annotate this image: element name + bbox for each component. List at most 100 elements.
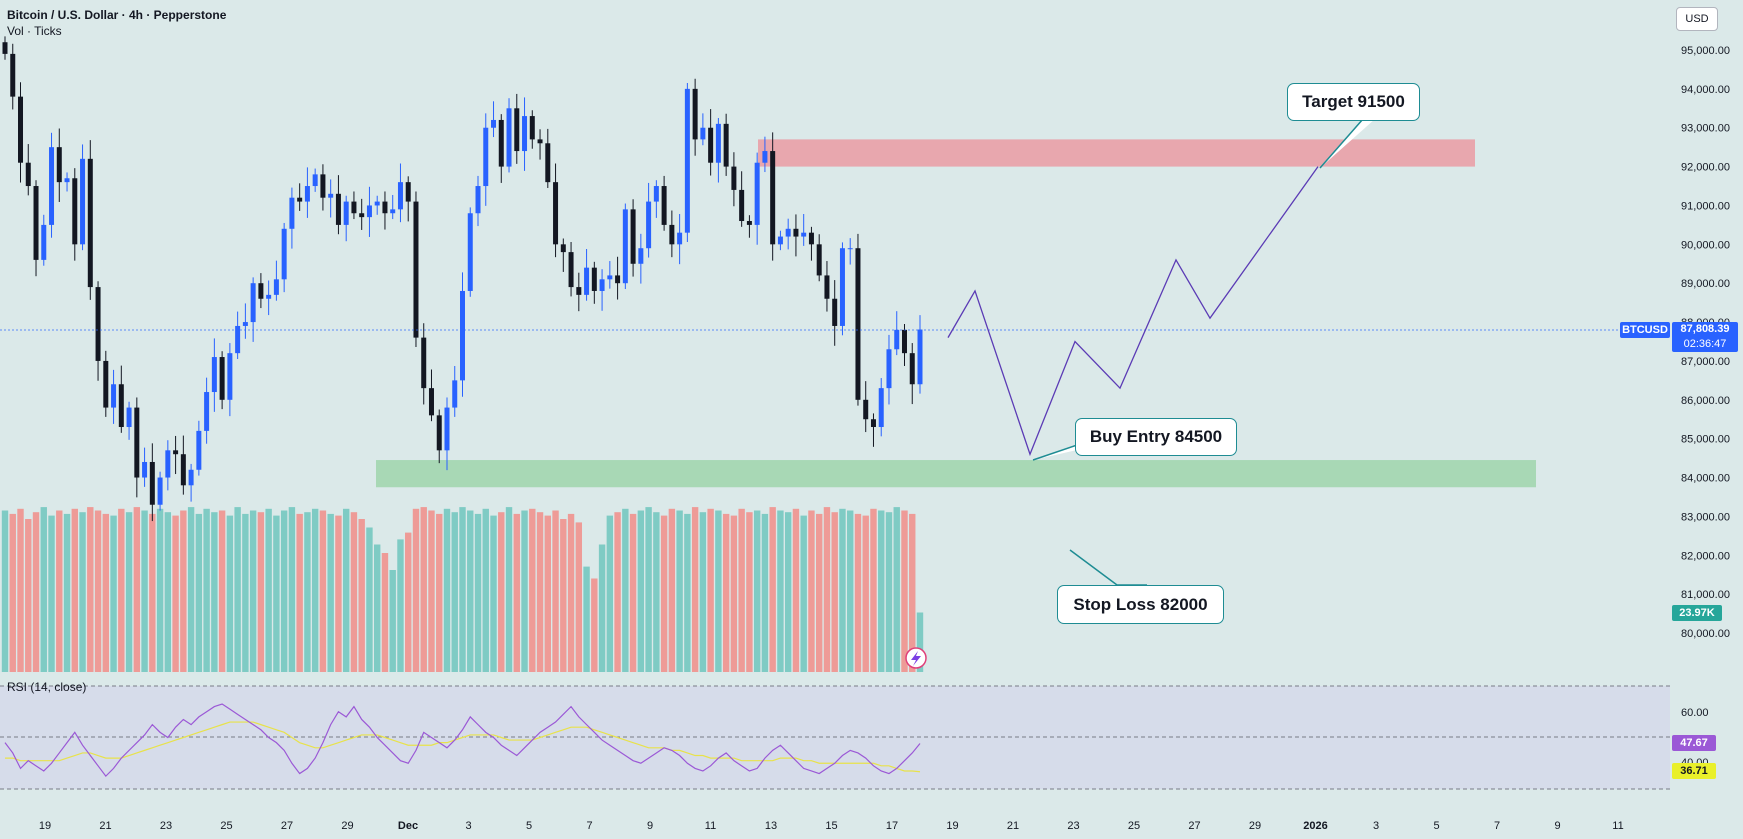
candle-body <box>157 477 163 505</box>
candle-body <box>204 392 210 431</box>
entry-pointer <box>1032 443 1078 461</box>
volume-bar <box>847 510 854 672</box>
time-tick-label: 25 <box>220 820 232 832</box>
candle-body <box>855 248 861 400</box>
volume-bar <box>87 507 94 672</box>
time-tick-label: 23 <box>160 820 172 832</box>
candle-body <box>545 143 551 183</box>
volume-bar <box>691 507 699 672</box>
time-tick-label: 5 <box>1433 820 1439 832</box>
candle-body <box>343 201 349 225</box>
candle-body <box>522 116 528 152</box>
volume-bar <box>544 515 551 672</box>
candle-body <box>328 193 334 198</box>
volume-bar <box>792 508 800 672</box>
volume-bar <box>420 507 427 672</box>
candle-body <box>870 419 876 428</box>
candle-body <box>436 415 442 451</box>
price-tick-label: 94,000.00 <box>1681 84 1730 96</box>
volume-bar <box>536 512 544 672</box>
rsi-ma-badge: 36.71 <box>1672 763 1716 779</box>
volume-bar <box>141 510 148 672</box>
candle-body <box>661 186 667 225</box>
candle-body <box>95 287 101 361</box>
candle-body <box>746 221 752 225</box>
candle-body <box>886 349 892 389</box>
candle-body <box>731 166 737 190</box>
volume-bar <box>249 510 257 672</box>
symbol-badge: BTCUSD <box>1620 322 1670 338</box>
rsi-ma-line <box>5 721 921 773</box>
time-tick-label: 21 <box>1007 820 1019 832</box>
volume-bar <box>839 508 846 672</box>
candle-body <box>258 283 264 299</box>
candle-body <box>142 461 148 478</box>
volume-bar <box>187 507 195 672</box>
volume-bar <box>296 513 303 672</box>
time-tick-label: 9 <box>647 820 653 832</box>
candle-body <box>235 325 241 354</box>
volume-bar <box>878 510 885 672</box>
candle-body <box>677 232 683 245</box>
candle-body <box>312 174 318 187</box>
volume-bar <box>893 507 900 672</box>
price-tick-label: 93,000.00 <box>1681 123 1730 135</box>
volume-bar <box>48 515 55 672</box>
rsi-label: RSI (14, close) <box>7 680 87 694</box>
candle-body <box>80 158 86 245</box>
candle-body <box>553 182 559 245</box>
volume-bar <box>909 513 916 672</box>
volume-bar <box>172 515 179 672</box>
candle-body <box>180 454 186 486</box>
candle-body <box>669 224 675 245</box>
lightning-icon[interactable] <box>905 647 927 669</box>
candle-body <box>824 275 830 299</box>
price-tick-label: 86,000.00 <box>1681 395 1730 407</box>
volume-bar <box>490 515 497 672</box>
volume-bar <box>374 544 381 672</box>
volume-bar <box>412 508 420 672</box>
time-tick-label: 29 <box>1249 820 1261 832</box>
volume-bar <box>40 507 47 672</box>
volume-bar <box>598 544 606 672</box>
volume-bar <box>335 515 342 672</box>
volume-layer <box>1 507 924 672</box>
volume-bar <box>560 519 567 672</box>
volume-bar <box>366 527 373 672</box>
volume-bar <box>381 553 389 672</box>
volume-bar <box>583 566 590 672</box>
price-tick-label: 85,000.00 <box>1681 434 1730 446</box>
candle-body <box>816 244 822 276</box>
time-tick-label: 25 <box>1128 820 1140 832</box>
candle-body <box>281 228 287 280</box>
volume-bar <box>722 513 730 672</box>
currency-button[interactable]: USD <box>1676 7 1718 31</box>
volume-bar <box>156 508 164 672</box>
candle-body <box>41 224 47 260</box>
volume-bar <box>319 510 327 672</box>
price-tick-label: 80,000.00 <box>1681 628 1730 640</box>
volume-bar <box>405 532 412 672</box>
volume-bar <box>459 507 466 672</box>
volume-bar <box>676 510 683 672</box>
volume-bar <box>342 508 350 672</box>
candle-body <box>708 127 714 163</box>
candle-body <box>111 384 117 408</box>
rsi-line <box>4 703 921 778</box>
candle-body <box>568 252 574 288</box>
candle-body <box>483 127 489 187</box>
candle-body <box>452 380 458 408</box>
volume-bar <box>482 508 489 672</box>
volume-bar <box>327 513 334 672</box>
time-axis[interactable]: 19 21 23 25 27 29 Dec 3 5 7 9 11 13 15 17 19 21 23 25 27 29 2… <box>39 820 1624 832</box>
candle-body <box>475 186 481 214</box>
target-callout: Target 91500 <box>1287 83 1420 121</box>
volume-bar <box>63 513 71 672</box>
volume-bar <box>9 513 16 672</box>
candle-body <box>72 178 78 245</box>
price-axis[interactable]: 95,000.00 94,000.00 93,000.00 92,000.00 91,0… <box>1681 45 1730 640</box>
candle-body <box>320 174 326 198</box>
candle-body <box>909 353 915 385</box>
volume-bar <box>474 513 482 672</box>
